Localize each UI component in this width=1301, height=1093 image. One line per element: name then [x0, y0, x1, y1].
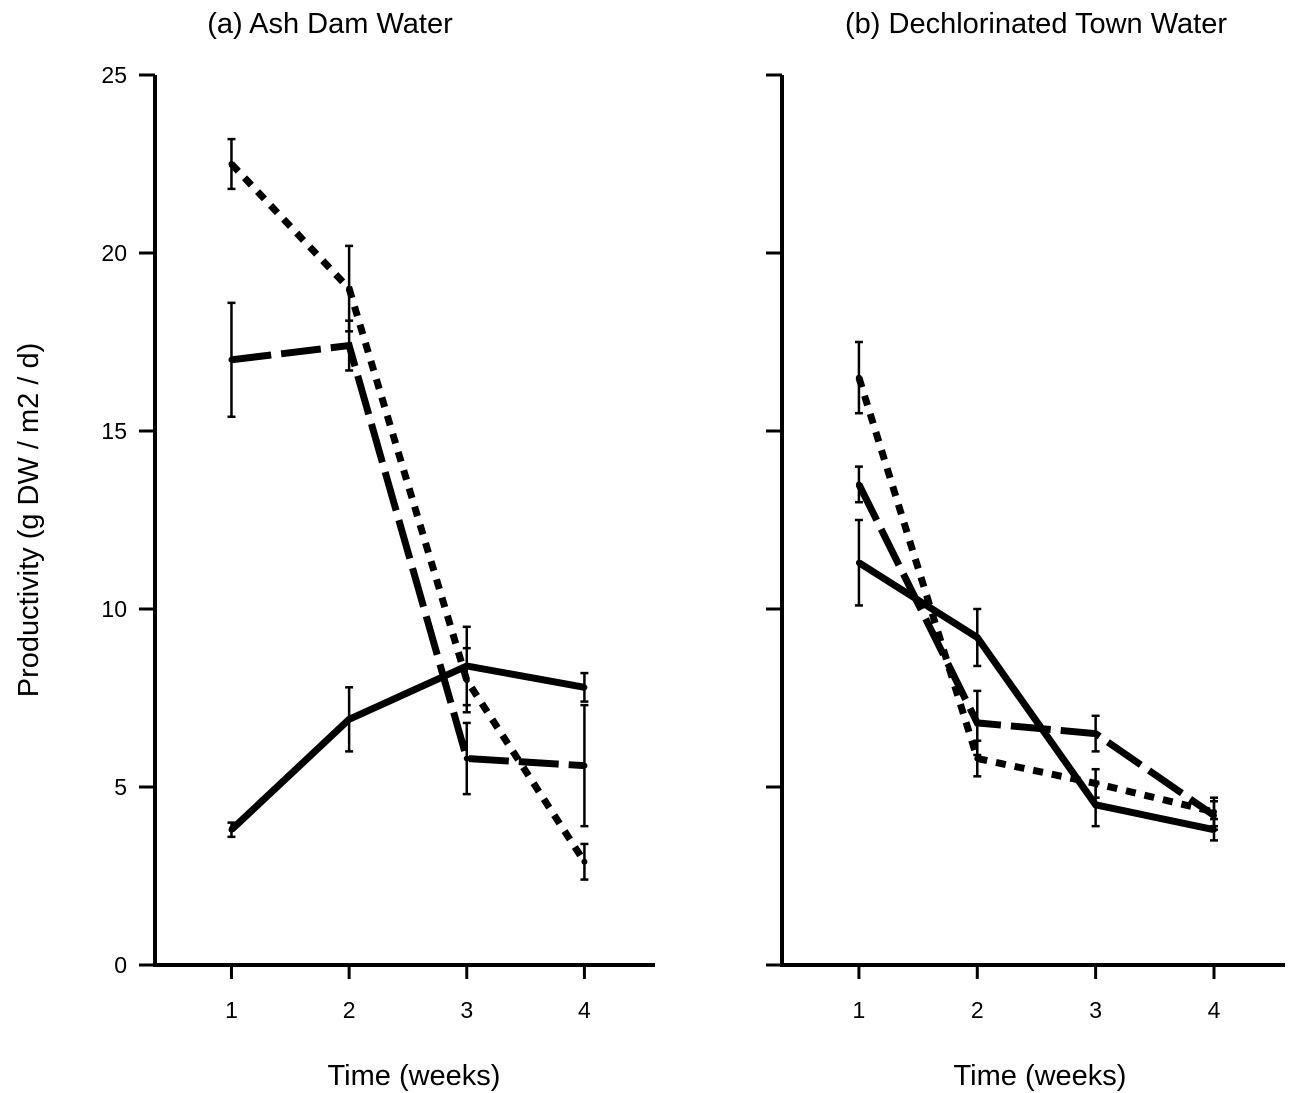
panel-title: (b) Dechlorinated Town Water [845, 8, 1227, 40]
y-tick-label: 5 [114, 774, 127, 800]
data-point [228, 356, 235, 363]
y-axis-title: Productivity (g DW / m2 / d) [13, 343, 45, 698]
y-tick-label: 10 [101, 596, 127, 622]
series-line-solid [857, 559, 1215, 834]
series-line-solid [229, 662, 586, 833]
data-point [346, 716, 353, 723]
data-point [855, 559, 862, 566]
series-solid [854, 518, 1218, 842]
data-point [463, 755, 470, 762]
series-layer [854, 340, 1218, 842]
data-point [346, 285, 353, 292]
data-point [855, 481, 862, 488]
data-point [463, 677, 470, 684]
x-tick-label: 4 [578, 997, 591, 1023]
x-tick-label: 1 [225, 997, 238, 1023]
x-tick-label: 4 [1208, 997, 1221, 1023]
data-point [1210, 808, 1217, 815]
axes: 1 2 3 4 [766, 73, 1285, 1023]
data-point [581, 684, 588, 691]
series-dashed [854, 465, 1218, 831]
series-solid [227, 625, 589, 839]
data-point [974, 634, 981, 641]
series-line-dotted [228, 161, 588, 864]
x-axis-title: Time (weeks) [954, 1060, 1127, 1092]
axes: 0 5 10 15 20 25 1 2 3 4 [101, 62, 655, 1023]
data-point [974, 755, 981, 762]
x-axis-title: Time (weeks) [328, 1060, 501, 1092]
x-tick-label: 2 [971, 997, 984, 1023]
data-point [1092, 780, 1099, 787]
panel-dechlorinated-town-water: (b) Dechlorinated Town Water Time (weeks… [766, 8, 1285, 1092]
data-point [228, 826, 235, 833]
panel-title: (a) Ash Dam Water [207, 8, 453, 40]
series-layer [227, 137, 589, 881]
x-tick-label: 3 [460, 997, 473, 1023]
y-tick-label: 25 [101, 62, 127, 88]
data-point [1092, 730, 1099, 737]
x-tick-label: 2 [343, 997, 356, 1023]
series-line-dashed [855, 482, 1216, 819]
y-tick-label: 0 [114, 952, 127, 978]
data-point [228, 161, 235, 167]
panel-ash-dam-water: (a) Ash Dam Water Time (weeks) 0 5 10 15 20 2… [101, 8, 655, 1092]
series-dotted [854, 340, 1218, 828]
data-point [581, 762, 588, 769]
x-tick-label: 3 [1089, 997, 1102, 1023]
data-point [974, 719, 981, 726]
y-tick-label: 20 [101, 240, 127, 266]
series-dotted [227, 137, 589, 881]
series-line-dotted [855, 376, 1215, 816]
data-point [855, 374, 862, 381]
y-tick-label: 15 [101, 418, 127, 444]
x-tick-label: 1 [853, 997, 866, 1023]
data-point [581, 858, 588, 865]
data-point [1092, 801, 1099, 808]
series-line-dashed [231, 341, 585, 770]
series-dashed [227, 301, 589, 828]
data-point [346, 342, 353, 349]
